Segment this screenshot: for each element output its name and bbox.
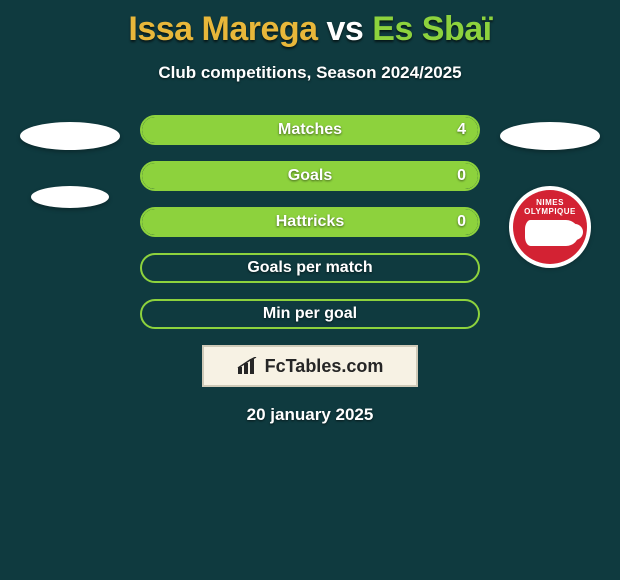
stat-label: Matches	[278, 121, 342, 139]
stat-row: Hattricks 0	[140, 207, 480, 237]
crest-text: NIMES OLYMPIQUE	[513, 198, 587, 216]
page-title: Issa Marega vs Es Sbaï	[0, 0, 620, 49]
title-left: Issa Marega	[128, 10, 317, 48]
content: Issa Marega vs Es Sbaï Club competitions…	[0, 0, 620, 580]
stat-label: Goals	[288, 167, 332, 185]
title-vs: vs	[318, 10, 373, 48]
club-crest: NIMES OLYMPIQUE	[509, 186, 591, 268]
player-right-photo-group: NIMES OLYMPIQUE	[500, 122, 600, 268]
crest-emblem	[525, 220, 579, 246]
stats-container: Matches 4 Goals 0 Hattricks 0 Goals per match M…	[140, 115, 480, 329]
bars-icon	[237, 357, 259, 375]
player-left-photo-group	[20, 122, 120, 208]
placeholder-ellipse	[20, 122, 120, 150]
stat-label: Hattricks	[276, 213, 344, 231]
stat-right-value: 0	[457, 213, 466, 231]
watermark: FcTables.com	[202, 345, 418, 387]
stat-label: Goals per match	[247, 259, 372, 277]
stat-label: Min per goal	[263, 305, 357, 323]
stat-right-value: 4	[457, 121, 466, 139]
stat-row: Matches 4	[140, 115, 480, 145]
crest-inner: NIMES OLYMPIQUE	[513, 190, 587, 264]
subtitle: Club competitions, Season 2024/2025	[0, 63, 620, 83]
stat-row: Goals 0	[140, 161, 480, 191]
date-text: 20 january 2025	[0, 405, 620, 425]
title-right: Es Sbaï	[372, 10, 491, 48]
stat-row: Goals per match	[140, 253, 480, 283]
stat-right-value: 0	[457, 167, 466, 185]
placeholder-ellipse	[31, 186, 109, 208]
stat-row: Min per goal	[140, 299, 480, 329]
watermark-text: FcTables.com	[265, 356, 384, 377]
placeholder-ellipse	[500, 122, 600, 150]
